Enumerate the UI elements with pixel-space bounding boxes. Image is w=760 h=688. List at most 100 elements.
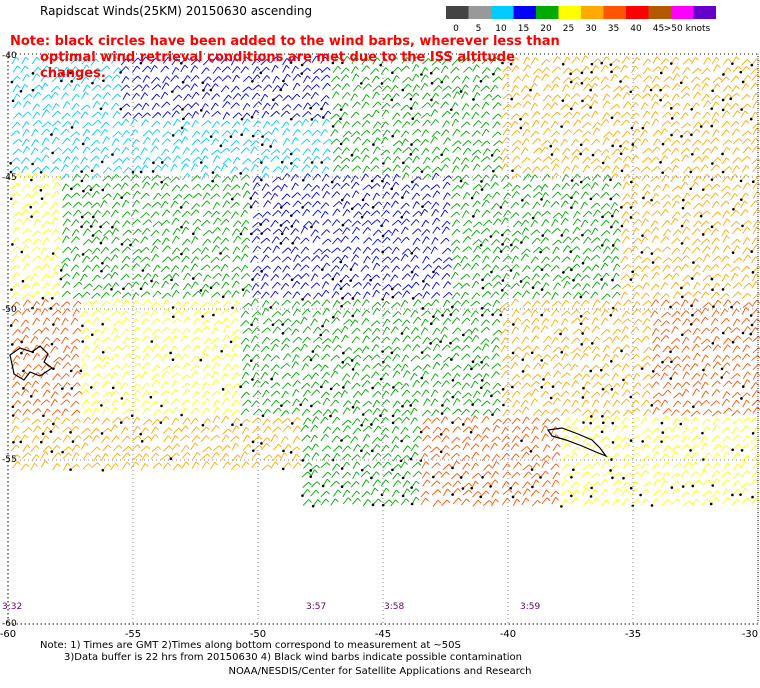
wind-barb: [230, 58, 236, 66]
wind-barb: [30, 273, 36, 281]
wind-barb: [730, 273, 736, 281]
wind-barb-flag: [116, 147, 121, 152]
wind-barb-flag: [594, 93, 599, 98]
wind-barb-flag: [337, 103, 342, 108]
wind-barb: [50, 202, 56, 210]
wind-barb: [190, 148, 197, 155]
wind-barb: [220, 163, 225, 172]
wind-barb: [292, 291, 298, 299]
wind-barb: [242, 283, 250, 290]
wind-barb-flag: [36, 111, 41, 116]
wind-barb-flag: [346, 193, 351, 197]
wind-barb: [602, 100, 608, 109]
wind-barb: [161, 280, 167, 289]
wind-barb: [360, 265, 367, 272]
wind-barb-flag: [627, 155, 632, 160]
wind-barb: [362, 184, 370, 191]
wind-barb-flag: [26, 73, 31, 78]
wind-barb: [682, 246, 688, 255]
wind-barb: [61, 164, 66, 172]
wind-barb-flag: [676, 272, 680, 277]
wind-barb: [421, 148, 427, 156]
wind-barb-flag: [165, 299, 170, 304]
wind-barb-flag: [584, 219, 589, 224]
wind-barb-flag: [655, 235, 660, 239]
wind-barb: [521, 265, 528, 273]
qc-circle: [610, 225, 613, 229]
wind-barb-flag: [266, 148, 271, 153]
wind-barb-flag: [274, 220, 279, 224]
wind-barb-flag: [137, 228, 142, 233]
qc-circle: [49, 307, 53, 310]
wind-barb-flag: [426, 291, 430, 295]
wind-barb-flag: [415, 183, 420, 187]
wind-barb: [572, 218, 579, 226]
qc-circle: [589, 197, 593, 201]
wind-barb-flag: [757, 220, 760, 224]
wind-barb: [150, 245, 156, 254]
wind-barb: [701, 94, 707, 102]
qc-circle: [179, 61, 183, 65]
wind-barb-flag: [655, 118, 660, 123]
wind-barb: [12, 65, 18, 73]
wind-barb: [221, 281, 227, 289]
wind-barb: [480, 319, 487, 327]
wind-barb: [670, 282, 677, 290]
wind-barb-flag: [725, 200, 730, 205]
wind-barb: [502, 56, 509, 64]
wind-barb-flag: [446, 299, 451, 304]
wind-barb: [472, 139, 479, 146]
wind-barb: [171, 67, 177, 75]
wind-barb-flag: [134, 118, 138, 123]
wind-barb-flag: [116, 174, 120, 178]
wind-barb: [681, 122, 688, 129]
wind-barb-flag: [457, 59, 461, 63]
wind-barb-flag: [747, 254, 751, 259]
wind-barb-flag: [697, 290, 702, 295]
wind-barb: [751, 74, 758, 81]
wind-barb: [422, 274, 429, 282]
qc-circle: [531, 216, 535, 220]
wind-barb: [372, 85, 380, 92]
wind-barb: [70, 246, 77, 254]
wind-barb: [752, 101, 757, 109]
wind-barb: [682, 174, 688, 182]
wind-barb-flag: [436, 292, 441, 296]
wind-barb: [692, 290, 699, 298]
wind-barb-flag: [565, 200, 569, 205]
wind-barb-flag: [676, 237, 681, 242]
wind-barb-flag: [597, 58, 602, 63]
wind-barb-flag: [216, 210, 220, 215]
qc-circle: [629, 278, 633, 281]
wind-barb: [100, 101, 106, 110]
wind-barb-flag: [165, 82, 170, 86]
wind-barb: [170, 265, 177, 273]
wind-barb-flag: [575, 182, 580, 187]
wind-barb-flag: [326, 307, 330, 312]
wind-barb-flag: [207, 120, 212, 124]
wind-barb-flag: [676, 121, 680, 125]
qc-circle: [589, 106, 592, 109]
wind-barb: [592, 127, 598, 136]
wind-barb-flag: [435, 299, 440, 303]
wind-barb: [272, 245, 278, 253]
wind-barb: [210, 149, 218, 156]
wind-barb-flag: [55, 91, 59, 96]
wind-barb: [611, 111, 618, 119]
wind-barb-flag: [656, 265, 661, 270]
wind-barb-flag: [356, 227, 361, 231]
wind-barb-flag: [446, 181, 451, 186]
wind-barb: [552, 56, 558, 64]
wind-barb: [272, 228, 280, 235]
wind-barb-flag: [146, 75, 151, 79]
wind-barb: [642, 300, 649, 307]
wind-barb-flag: [37, 218, 41, 223]
wind-barb: [52, 246, 58, 254]
wind-barb: [291, 301, 298, 309]
wind-barb: [640, 138, 646, 146]
wind-barb-flag: [644, 102, 649, 107]
wind-barb-flag: [317, 113, 322, 118]
wind-barb-flag: [307, 84, 312, 89]
qc-circle: [240, 133, 243, 137]
wind-barb: [242, 327, 250, 334]
